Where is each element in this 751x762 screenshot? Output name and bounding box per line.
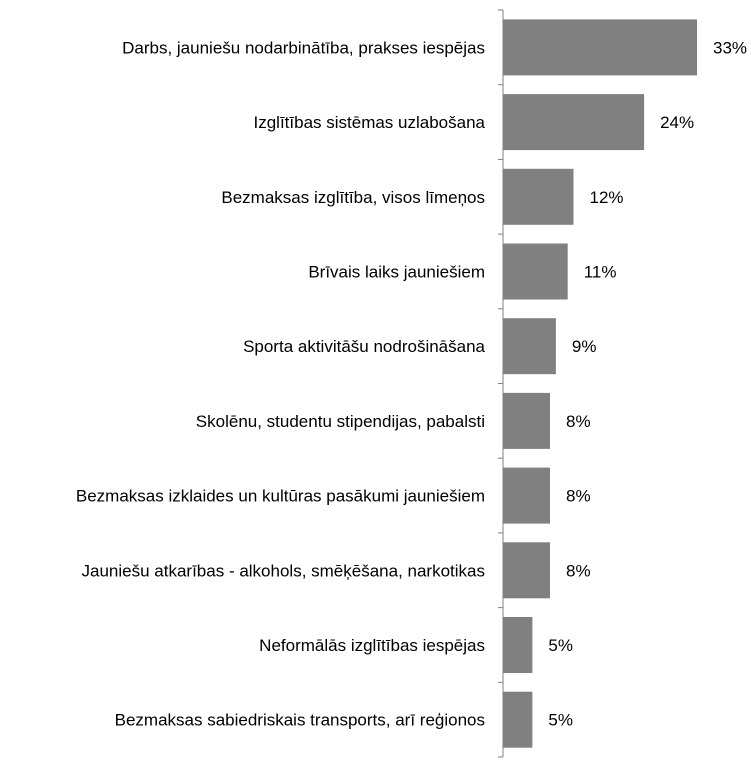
category-label: Bezmaksas izklaides un kultūras pasākumi… [76,487,485,506]
bar [503,467,550,524]
bar [503,318,556,375]
value-label: 12% [590,188,624,207]
bar [503,691,533,748]
value-label: 24% [660,113,694,132]
value-label: 5% [548,636,573,655]
value-label: 8% [566,487,591,506]
bar [503,243,568,300]
category-label: Sporta aktivitāšu nodrošināšana [243,337,485,356]
bar [503,392,550,449]
bar [503,617,533,673]
value-label: 8% [566,561,591,580]
category-label: Skolēnu, studentu stipendijas, pabalsti [196,412,485,431]
value-label: 11% [584,263,617,282]
value-label: 33% [713,38,747,57]
category-label: Bezmaksas izglītība, visos līmeņos [221,188,485,207]
value-label: 9% [572,337,597,356]
category-label: Brīvais laiks jauniešiem [308,263,485,282]
category-label: Darbs, jauniešu nodarbinātība, prakses i… [122,38,485,57]
bar [503,94,645,151]
bar [503,19,697,76]
value-label: 5% [548,711,573,730]
value-label: 8% [566,412,591,431]
bar [503,168,574,225]
bars-layer [503,19,697,748]
bar [503,542,550,599]
category-label: Neformālās izglītības iespējas [259,636,485,655]
axis-layer [498,9,504,758]
labels-layer: Darbs, jauniešu nodarbinātība, prakses i… [76,38,747,729]
category-label: Bezmaksas sabiedriskais transports, arī … [115,711,485,730]
category-label: Izglītības sistēmas uzlabošana [253,113,485,132]
category-label: Jauniešu atkarības - alkohols, smēķēšana… [82,561,485,580]
